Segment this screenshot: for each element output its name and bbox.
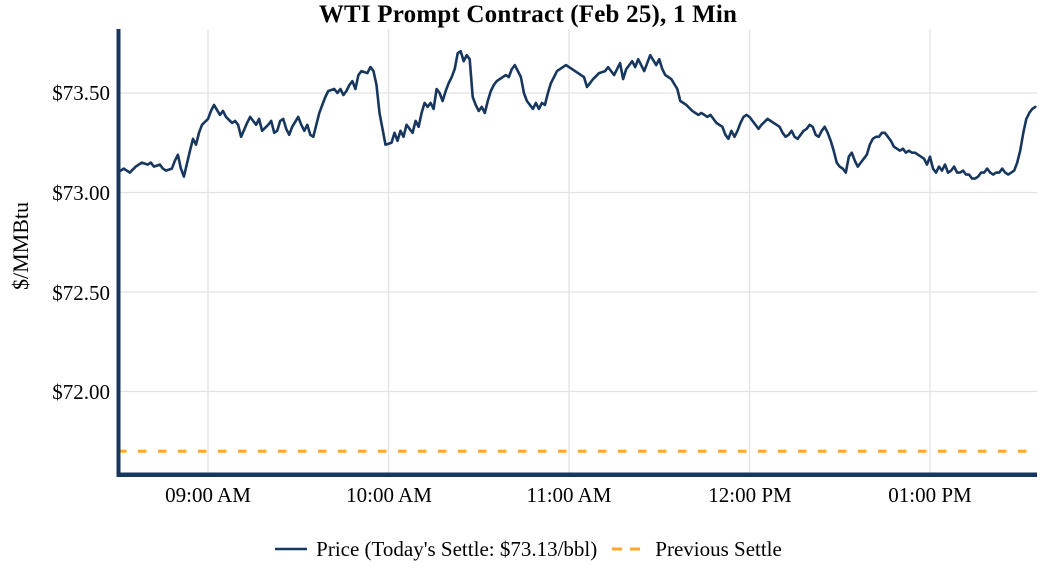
previous-settle-swatch-icon	[612, 547, 647, 551]
y-tick-label-73-50: $73.50	[52, 81, 110, 105]
chart-title: WTI Prompt Contract (Feb 25), 1 Min	[318, 1, 738, 28]
x-tick-label-1100: 11:00 AM	[526, 483, 612, 507]
price-line-swatch-icon	[275, 547, 308, 551]
x-axis-spine	[116, 472, 1037, 477]
x-tick-label-1200: 12:00 PM	[708, 483, 792, 507]
x-tick-label-1000: 10:00 AM	[346, 483, 432, 507]
y-tick-label-73-00: $73.00	[52, 181, 110, 205]
legend-price-label: Price (Today's Settle: $73.13/bbl)	[316, 536, 598, 561]
legend-item-price: Price (Today's Settle: $73.13/bbl)	[274, 537, 597, 562]
y-axis-label: $/MMBtu	[8, 201, 33, 291]
price-line	[116, 49, 1037, 180]
x-tick-label-1300: 01:00 PM	[888, 483, 972, 507]
legend-item-previous-settle: Previous Settle	[611, 537, 782, 562]
y-tick-label-72-50: $72.50	[52, 281, 110, 305]
x-tick-label-0900: 09:00 AM	[165, 483, 251, 507]
legend-previous-settle-label: Previous Settle	[655, 536, 782, 561]
y-axis-spine	[116, 29, 121, 477]
y-tick-label-72-00: $72.00	[52, 380, 110, 404]
legend: Price (Today's Settle: $73.13/bbl) Previ…	[0, 533, 1056, 565]
